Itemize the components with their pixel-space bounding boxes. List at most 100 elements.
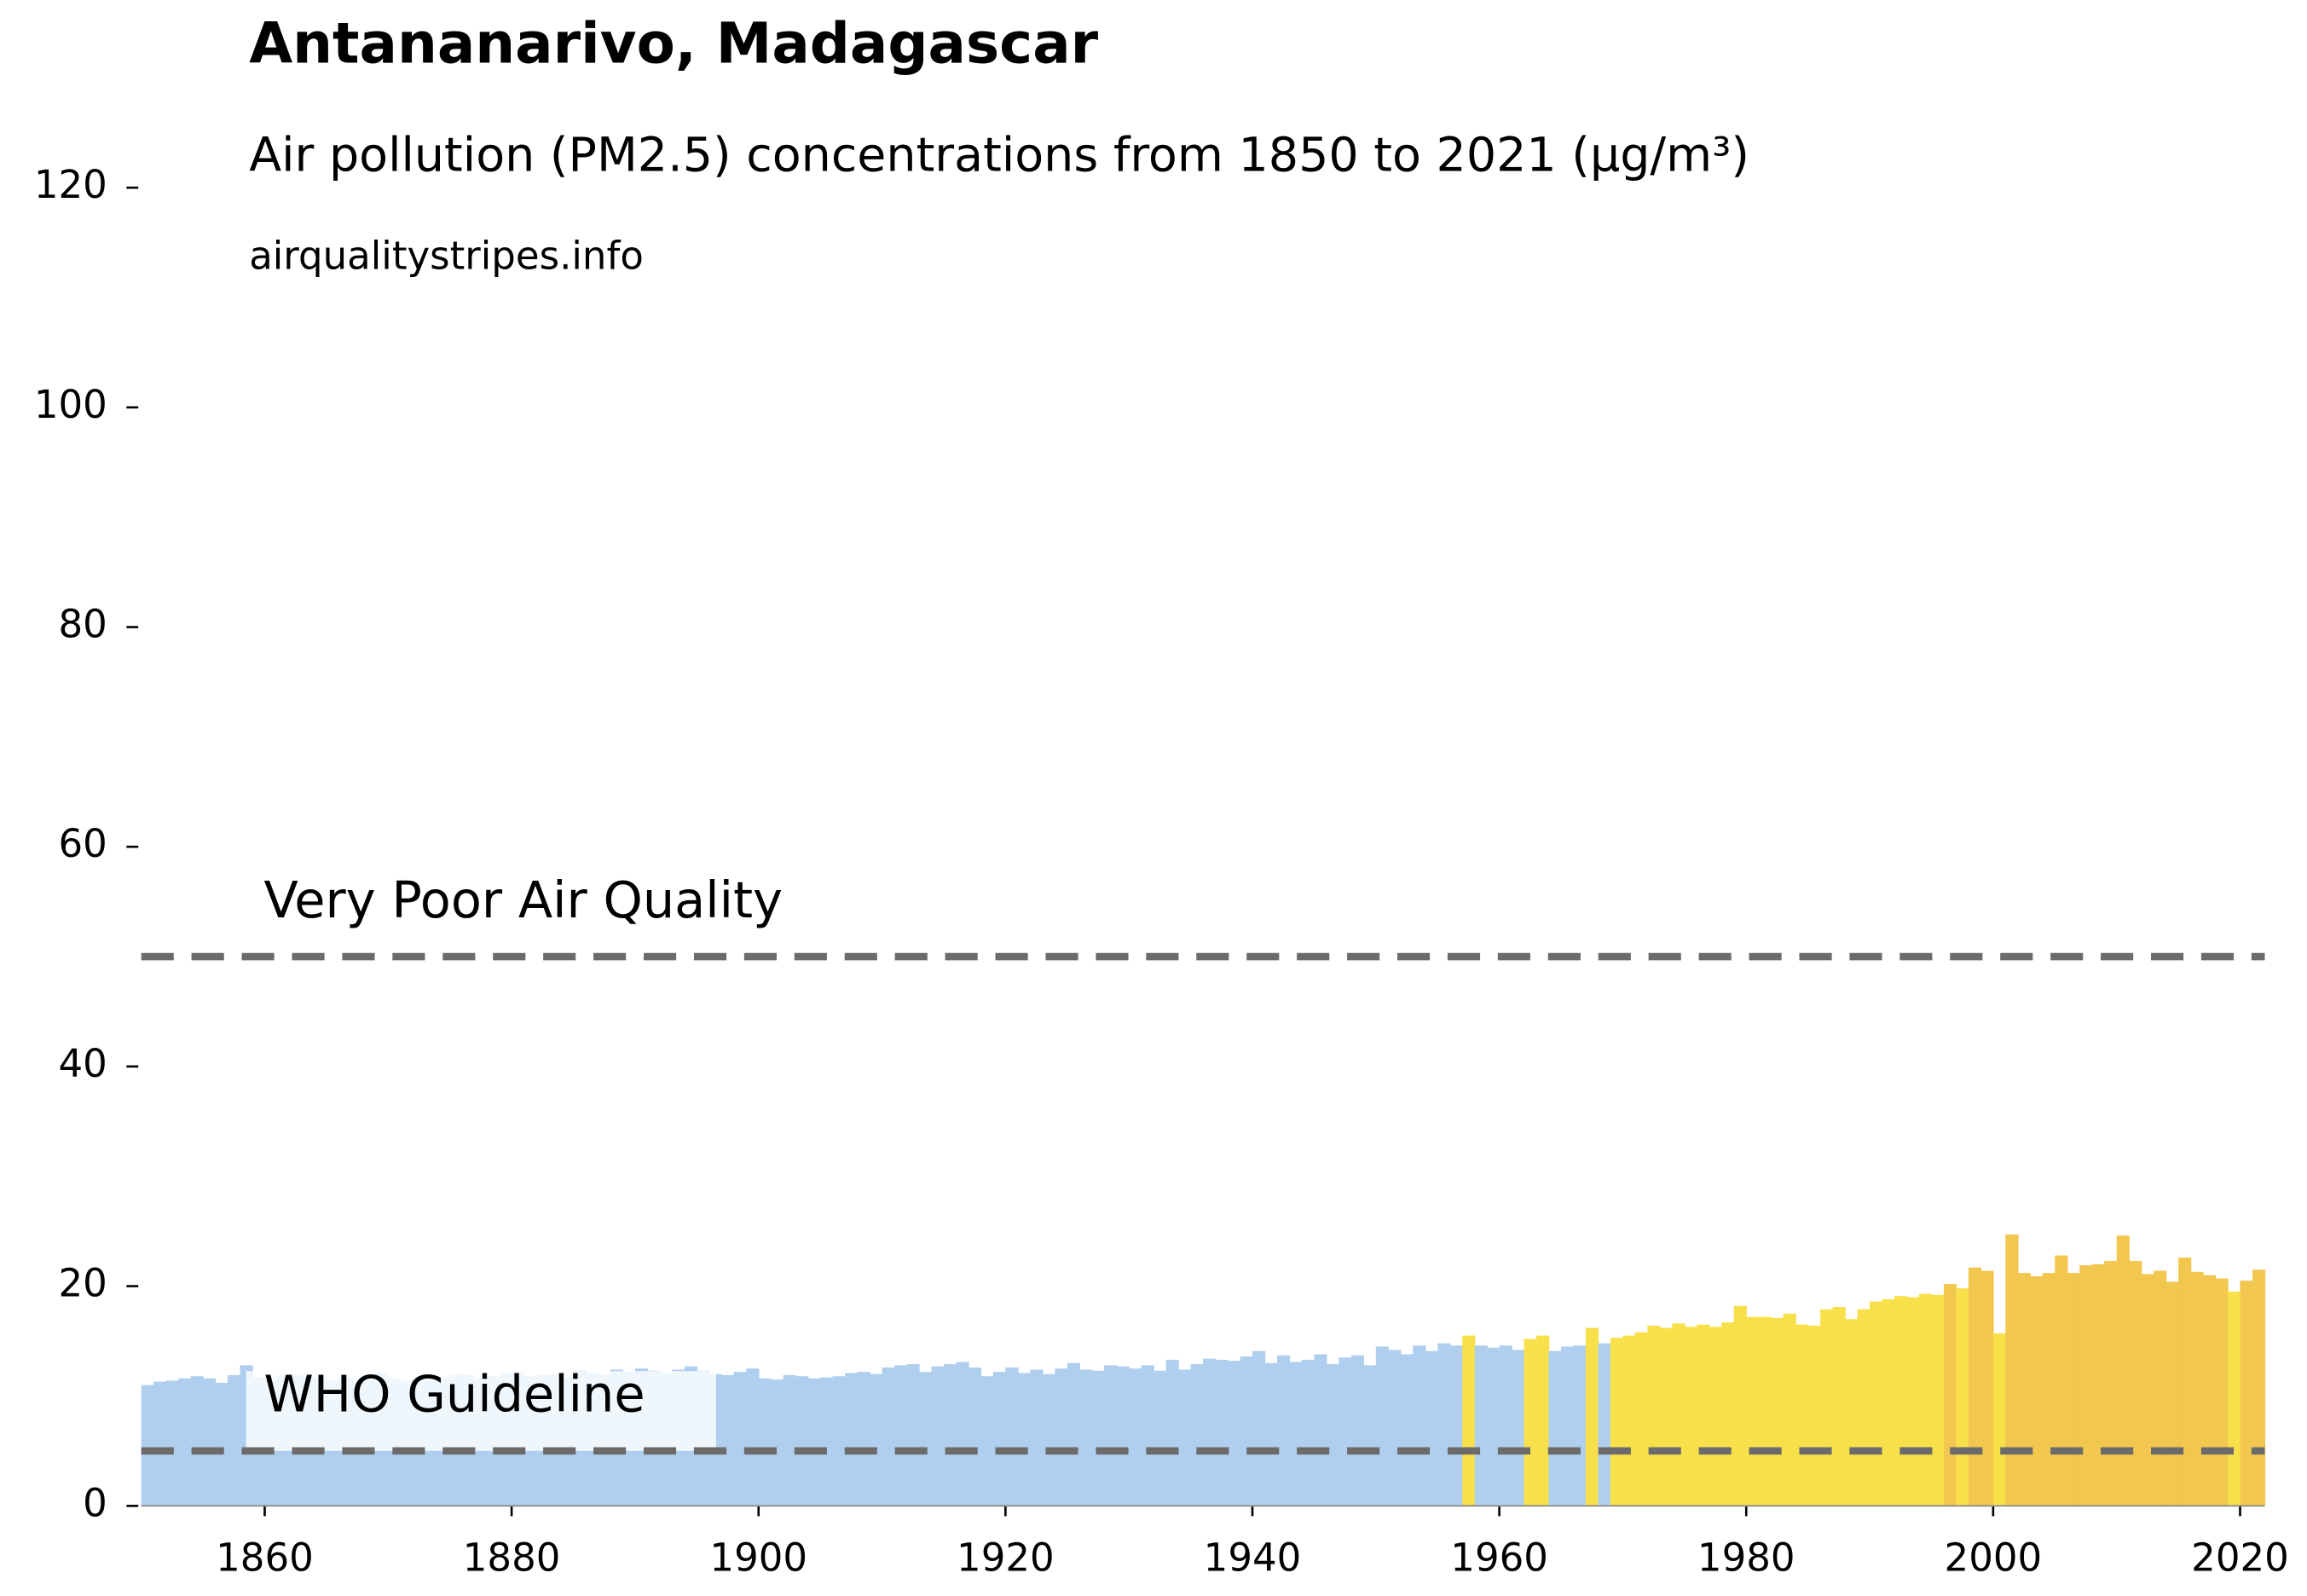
bar <box>1462 1335 1476 1506</box>
y-tick-label: 100 <box>34 382 107 427</box>
bar <box>1906 1297 1920 1506</box>
bar <box>1634 1332 1649 1506</box>
annotation-label: WHO Guideline <box>264 1365 645 1424</box>
bar <box>1733 1305 1747 1506</box>
bar <box>956 1362 969 1506</box>
bar <box>968 1367 982 1506</box>
bar <box>746 1368 760 1506</box>
bar <box>1771 1317 1784 1506</box>
bar <box>2215 1278 2229 1506</box>
label-box <box>246 1371 716 1451</box>
bar <box>1536 1335 1550 1506</box>
bar <box>1832 1307 1846 1506</box>
bar <box>771 1379 784 1506</box>
bar <box>857 1372 870 1506</box>
bar <box>1918 1293 1933 1506</box>
bar <box>1363 1365 1377 1506</box>
bar <box>2030 1275 2044 1506</box>
x-tick-label: 2000 <box>1945 1535 2043 1580</box>
bar <box>1585 1327 1599 1506</box>
x-tick-label: 1860 <box>216 1535 314 1580</box>
bar <box>721 1374 735 1506</box>
bar <box>153 1381 167 1506</box>
bar <box>1499 1345 1512 1506</box>
bar <box>1141 1365 1154 1506</box>
x-tick-label: 2020 <box>2191 1535 2289 1580</box>
bar <box>1943 1284 1957 1506</box>
bar <box>931 1366 945 1506</box>
bar <box>190 1376 204 1506</box>
y-tick-label: 80 <box>58 602 107 647</box>
bar <box>1573 1345 1587 1506</box>
bar <box>2055 1255 2068 1506</box>
bar <box>203 1378 217 1506</box>
chart-subtitle: Air pollution (PM2.5) concentrations fro… <box>249 129 1749 183</box>
bar <box>1067 1362 1080 1506</box>
bar <box>1301 1359 1315 1506</box>
x-tick-label: 1880 <box>463 1535 561 1580</box>
bar <box>2252 1269 2266 1506</box>
bar <box>1252 1350 1266 1506</box>
y-tick-label: 40 <box>58 1041 107 1086</box>
bar <box>1091 1370 1105 1506</box>
bar <box>1672 1323 1685 1506</box>
bar <box>1807 1325 1821 1506</box>
bar <box>906 1364 920 1506</box>
x-tick-label: 1900 <box>709 1535 807 1580</box>
bar <box>845 1373 859 1506</box>
bar <box>2067 1273 2080 1506</box>
bar <box>1968 1267 1982 1506</box>
bar <box>1956 1288 1969 1506</box>
bar <box>1276 1355 1291 1506</box>
bar <box>1017 1373 1032 1506</box>
x-tick-label: 1980 <box>1697 1535 1795 1580</box>
bar <box>1561 1346 1575 1506</box>
x-tick-label: 1960 <box>1450 1535 1548 1580</box>
bar <box>1154 1370 1167 1506</box>
bar <box>807 1378 821 1506</box>
bar <box>1548 1350 1562 1506</box>
bar <box>1746 1316 1760 1506</box>
bar <box>1264 1362 1278 1506</box>
bar <box>1795 1324 1809 1506</box>
bar <box>1116 1366 1130 1506</box>
bar <box>1203 1358 1217 1506</box>
bar <box>1845 1319 1859 1506</box>
bar <box>1190 1364 1204 1506</box>
bar <box>2228 1292 2241 1506</box>
bar <box>1721 1322 1735 1506</box>
bar <box>832 1376 846 1506</box>
bar <box>1042 1373 1055 1506</box>
annotation-label: Very Poor Air Quality <box>264 870 783 929</box>
bar <box>733 1372 747 1506</box>
bar <box>1350 1355 1365 1506</box>
bar <box>1339 1357 1352 1506</box>
bar <box>1425 1350 1438 1506</box>
bar <box>894 1365 908 1506</box>
bar <box>2154 1270 2167 1506</box>
bar <box>1375 1346 1389 1506</box>
bar <box>2240 1281 2253 1506</box>
bar <box>1474 1345 1488 1506</box>
bar <box>1610 1338 1624 1506</box>
bar <box>795 1376 809 1506</box>
bar <box>1931 1294 1945 1506</box>
bar <box>1709 1327 1722 1506</box>
bar <box>1228 1361 1241 1506</box>
bar <box>2116 1235 2130 1506</box>
bar <box>228 1374 241 1506</box>
bar <box>1079 1369 1093 1506</box>
bar <box>2042 1273 2055 1506</box>
bar <box>1215 1359 1229 1506</box>
bar <box>1289 1362 1303 1506</box>
bar <box>2203 1275 2217 1506</box>
bar <box>141 1385 154 1506</box>
bar <box>1178 1369 1192 1506</box>
bar <box>980 1376 994 1506</box>
x-tick-label: 1940 <box>1204 1535 1302 1580</box>
bar <box>1647 1325 1661 1506</box>
bar <box>1524 1339 1537 1506</box>
bar <box>1104 1365 1118 1506</box>
bar <box>882 1367 895 1506</box>
